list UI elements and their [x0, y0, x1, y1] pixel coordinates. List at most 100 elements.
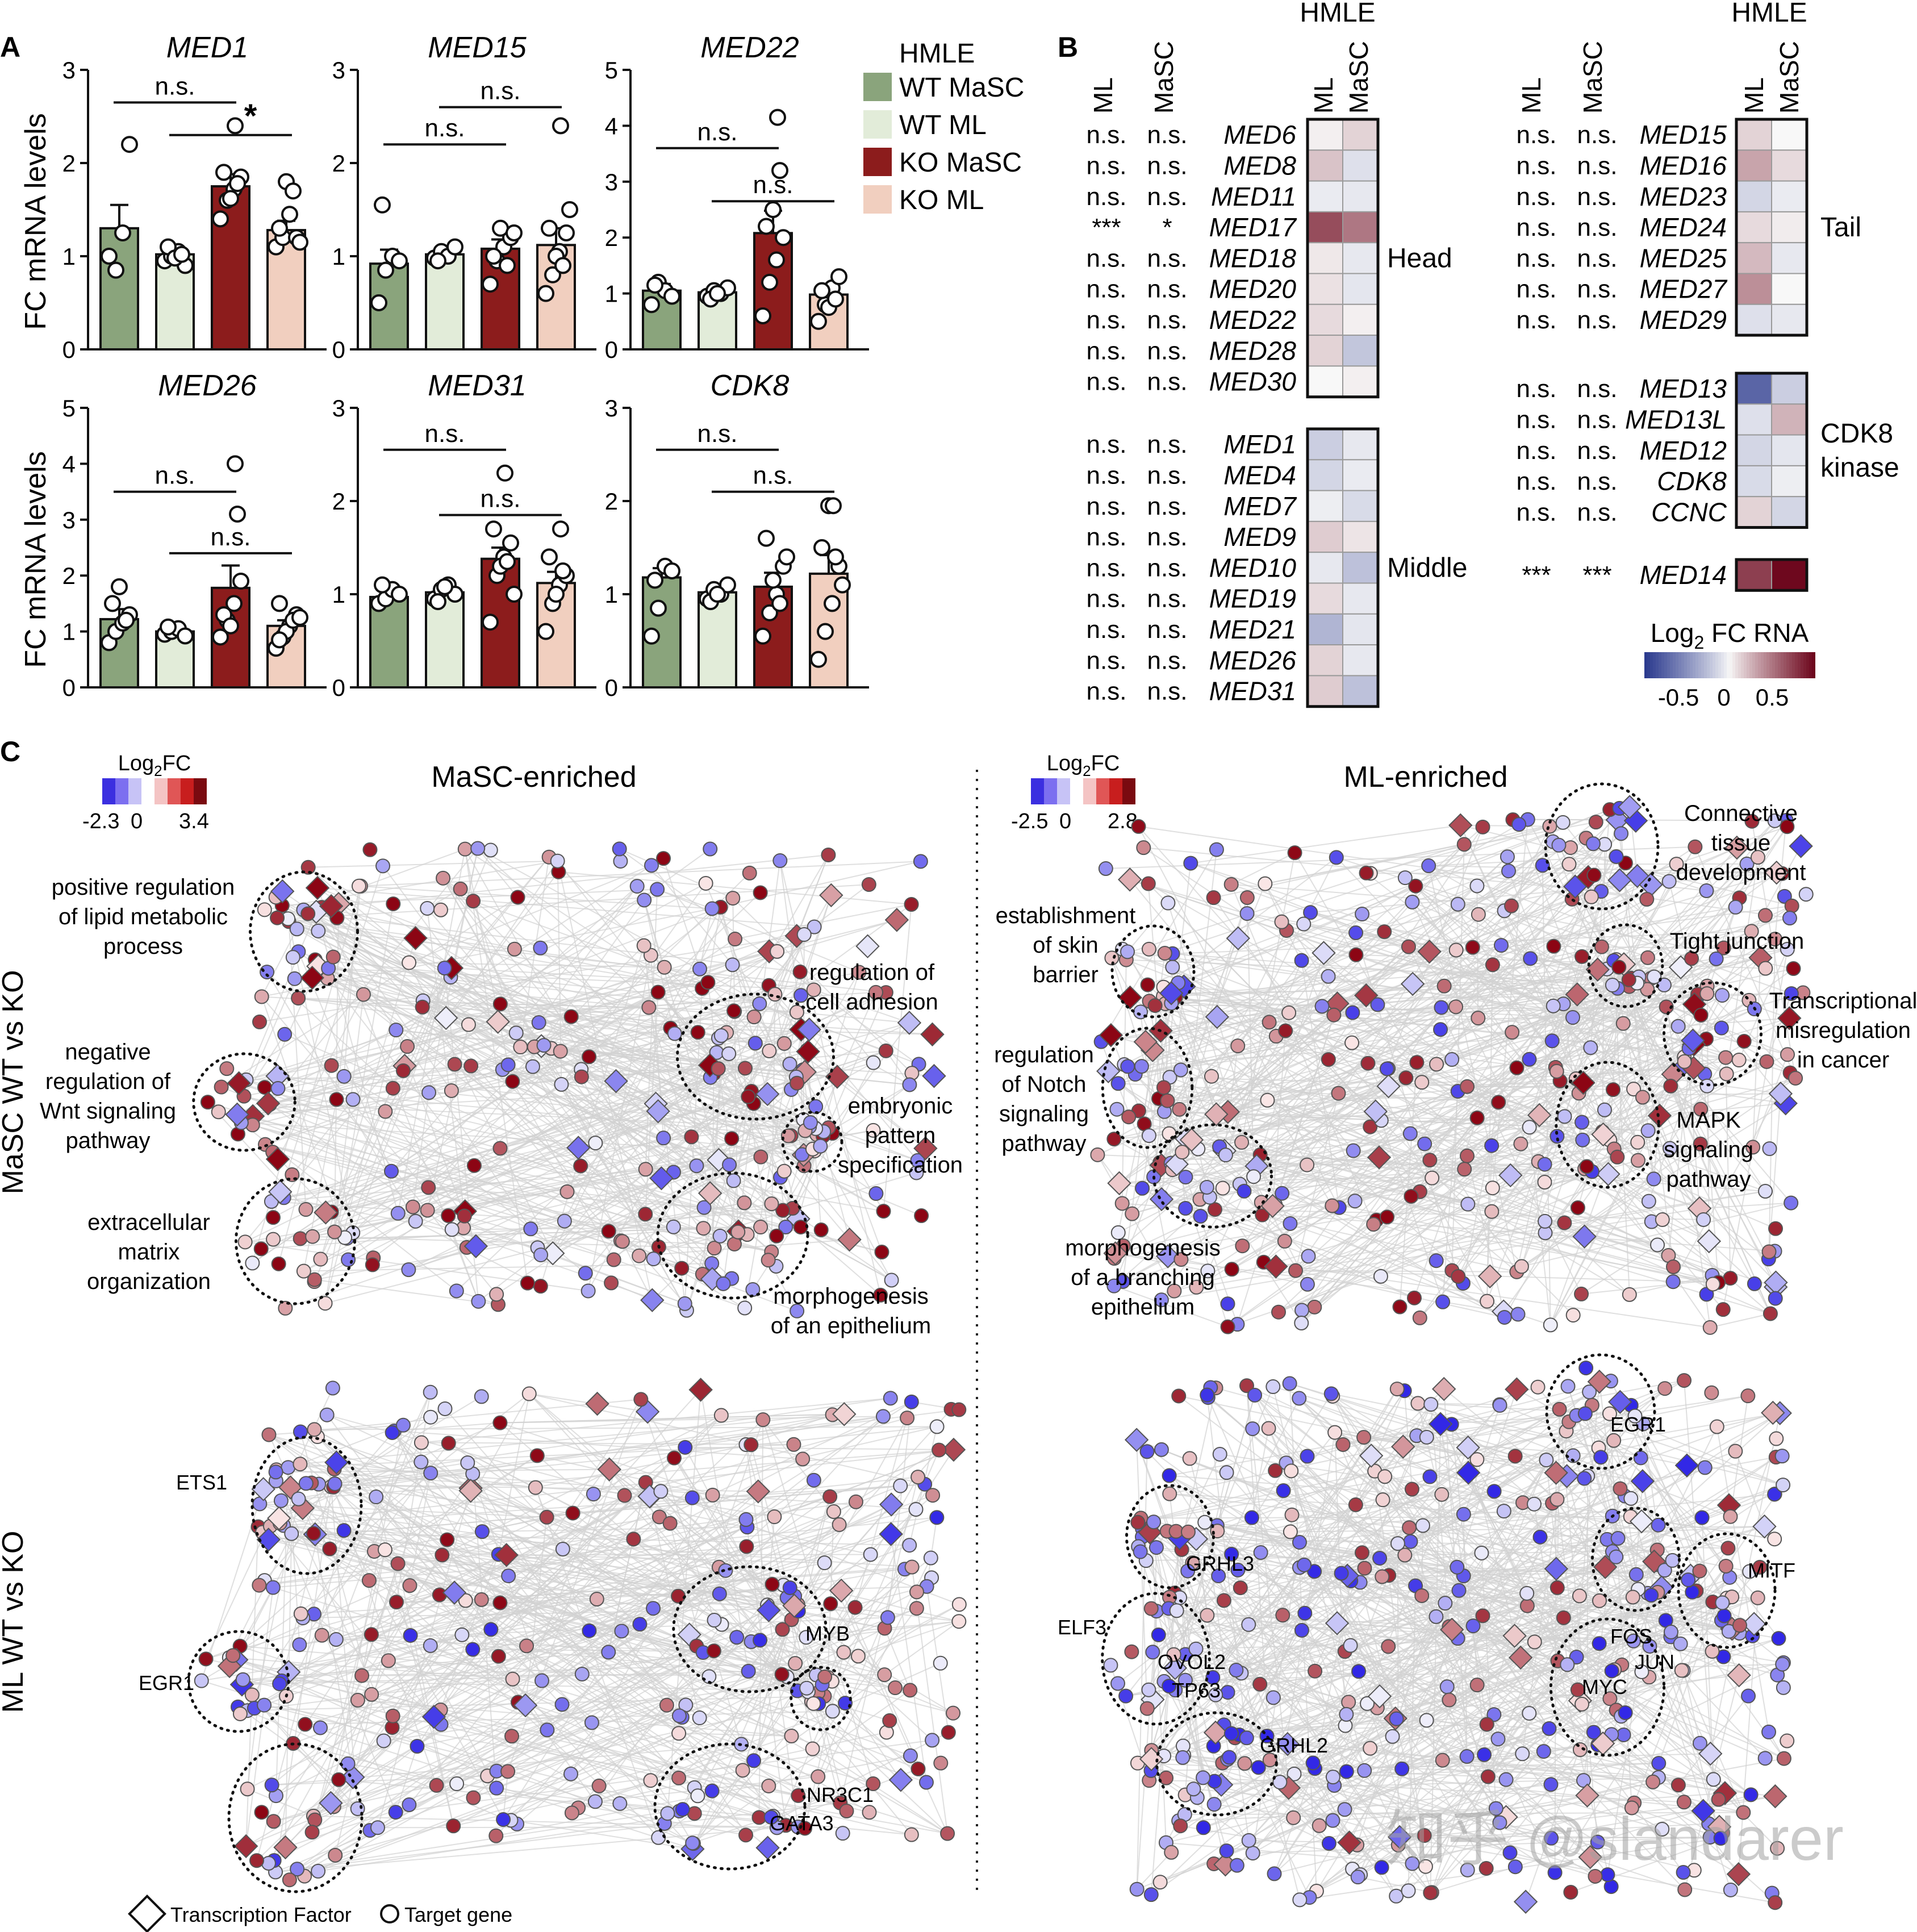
target-node — [1419, 1429, 1434, 1445]
target-node — [1312, 1818, 1327, 1833]
target-node — [533, 1279, 548, 1294]
gene-label-med17: MED17 — [1209, 212, 1297, 242]
edge — [1237, 1015, 1335, 1325]
y-tick-label: 1 — [332, 243, 345, 270]
data-point — [554, 562, 571, 579]
sig-masc-med4: n.s. — [1147, 461, 1188, 489]
target-node — [402, 955, 417, 970]
gene-label-med28: MED28 — [1209, 336, 1297, 365]
tf-label-egr1: EGR1 — [1610, 1413, 1666, 1436]
target-node — [1141, 876, 1156, 891]
heat-cell-masc-med6 — [1342, 119, 1379, 151]
target-node — [1410, 1396, 1426, 1411]
edge — [1278, 1139, 1583, 1313]
target-node — [1479, 1717, 1494, 1732]
tf-node — [688, 1378, 713, 1402]
target-node — [1550, 1129, 1565, 1144]
tf-node — [1578, 1845, 1602, 1870]
target-node — [1124, 1644, 1139, 1659]
colorbar-step — [1656, 652, 1659, 678]
data-point — [506, 224, 523, 241]
edge — [1239, 1131, 1603, 1185]
colorbar-ml-step — [1057, 778, 1070, 804]
target-node — [529, 1448, 545, 1463]
edge — [517, 1416, 884, 1703]
tf-node — [829, 1578, 854, 1603]
target-node — [582, 1623, 597, 1638]
target-node — [1758, 961, 1773, 976]
target-node — [1159, 1770, 1174, 1785]
tf-node — [1477, 1264, 1502, 1289]
edge — [264, 860, 558, 911]
gene-label-med18: MED18 — [1209, 243, 1297, 273]
target-node — [282, 1872, 297, 1888]
target-node — [1230, 1562, 1246, 1578]
target-node — [910, 1153, 925, 1168]
sig-ml-med29: n.s. — [1517, 306, 1557, 334]
heat-cell-ml-cdk8 — [1736, 465, 1772, 498]
target-node — [650, 984, 666, 1000]
col-header: MaSC — [1578, 41, 1607, 114]
target-node — [508, 1025, 524, 1041]
tf-node — [1118, 985, 1142, 1010]
target-node — [788, 1656, 803, 1671]
heat-cell-ml-med28 — [1307, 335, 1343, 367]
target-node — [410, 1739, 425, 1754]
tf-node — [227, 1071, 251, 1096]
target-node — [692, 1710, 707, 1726]
heat-cell-masc-med24 — [1771, 211, 1807, 244]
edge — [578, 1091, 752, 1149]
target-node — [1761, 1724, 1777, 1739]
colorbar-step — [1809, 652, 1812, 678]
target-node — [1641, 1194, 1656, 1209]
target-node — [868, 984, 884, 1000]
target-node — [866, 1123, 881, 1138]
target-node — [1522, 1051, 1537, 1067]
edge — [1151, 1750, 1596, 1877]
edge — [394, 1422, 500, 1432]
target-node — [400, 1039, 415, 1054]
target-node — [1224, 1546, 1239, 1562]
target-node — [1435, 1752, 1450, 1768]
edge — [1227, 1692, 1431, 1893]
target-node — [1460, 1079, 1475, 1094]
target-node — [868, 1186, 884, 1201]
target-node — [1642, 1638, 1657, 1654]
target-node — [1572, 1742, 1588, 1758]
target-node — [420, 900, 435, 916]
heat-cell-masc-cdk8 — [1771, 465, 1807, 498]
edge — [450, 977, 562, 1085]
target-node — [874, 1245, 889, 1260]
target-node — [444, 1083, 459, 1098]
target-node — [265, 1210, 281, 1225]
edge — [1619, 879, 1681, 968]
target-node — [807, 919, 822, 934]
target-node — [1220, 1685, 1235, 1700]
target-node — [587, 1794, 603, 1809]
data-point — [107, 261, 124, 279]
target-node — [951, 1614, 967, 1629]
target-node — [1216, 1593, 1231, 1608]
target-node — [1574, 1286, 1589, 1301]
gene-label-med16: MED16 — [1640, 151, 1727, 180]
target-node — [1408, 878, 1423, 894]
target-node — [264, 1777, 279, 1793]
colorbar-ml-step — [1031, 778, 1044, 804]
target-node — [1363, 1741, 1378, 1756]
cluster-label-tight-junction: Tight junction — [1670, 929, 1804, 954]
edge — [840, 1476, 919, 1804]
cluster-outline — [1101, 1026, 1194, 1149]
edge — [1151, 1475, 1588, 1895]
target-node — [1630, 1134, 1645, 1150]
sig-masc-med12: n.s. — [1577, 437, 1618, 465]
target-node — [354, 1668, 370, 1683]
edge — [624, 1417, 908, 1496]
target-node — [1767, 1532, 1782, 1547]
edge — [796, 854, 829, 936]
heat-cell-masc-med15 — [1771, 119, 1807, 151]
tf-node — [1498, 1163, 1523, 1188]
heat-cell-masc-ccnc — [1771, 496, 1807, 528]
target-node — [1644, 1588, 1659, 1603]
target-node — [198, 1651, 214, 1667]
target-node — [1497, 1309, 1512, 1325]
